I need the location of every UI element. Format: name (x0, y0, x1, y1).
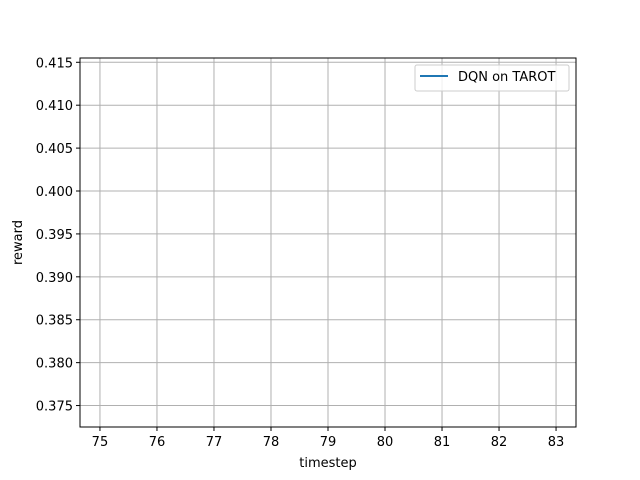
y-tick-label: 0.375 (36, 400, 73, 415)
y-tick-label: 0.385 (36, 314, 73, 329)
y-tick-label: 0.395 (36, 228, 73, 243)
x-tick-label: 78 (263, 435, 280, 450)
x-tick-label: 82 (491, 435, 508, 450)
x-tick-label: 81 (434, 435, 451, 450)
legend: DQN on TAROT (414, 64, 570, 92)
y-tick-label: 0.415 (36, 56, 73, 71)
legend-entry-dqn-on-tarot: DQN on TAROT (458, 70, 556, 85)
x-tick-label: 79 (320, 435, 337, 450)
y-tick-label: 0.410 (36, 99, 73, 114)
x-tick-label: 76 (149, 435, 166, 450)
x-axis-label: timestep (299, 456, 357, 471)
x-tick-label: 75 (92, 435, 109, 450)
y-tick-label: 0.405 (36, 142, 73, 157)
grid (80, 58, 576, 427)
x-axis-ticks: 75 76 77 78 79 80 81 82 83 (92, 427, 565, 450)
x-tick-label: 80 (377, 435, 394, 450)
y-tick-label: 0.390 (36, 271, 73, 286)
y-tick-label: 0.380 (36, 357, 73, 372)
x-tick-label: 77 (206, 435, 223, 450)
y-axis-label: reward (11, 220, 26, 265)
y-tick-label: 0.400 (36, 185, 73, 200)
x-tick-label: 83 (548, 435, 565, 450)
y-axis-ticks: 0.375 0.380 0.385 0.390 0.395 0.400 0.405 0.410… (36, 56, 80, 415)
legend-box (414, 64, 570, 92)
